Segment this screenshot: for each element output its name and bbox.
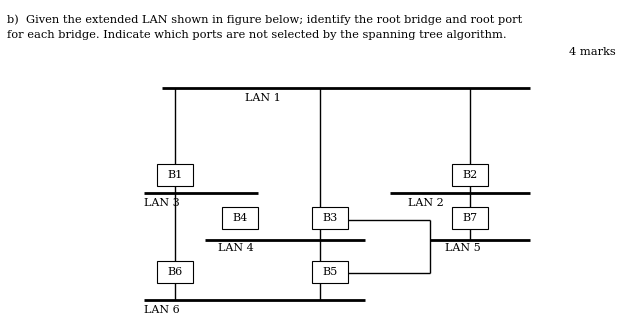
- Bar: [452, 164, 488, 186]
- Text: B2: B2: [462, 170, 478, 180]
- Bar: [157, 261, 193, 283]
- Text: LAN 3: LAN 3: [144, 198, 180, 208]
- Text: B3: B3: [322, 213, 338, 223]
- Text: B7: B7: [462, 213, 478, 223]
- Text: LAN 1: LAN 1: [245, 93, 281, 103]
- Bar: [222, 207, 258, 229]
- Bar: [157, 164, 193, 186]
- Text: b)  Given the extended LAN shown in figure below; identify the root bridge and r: b) Given the extended LAN shown in figur…: [7, 14, 522, 25]
- Text: B5: B5: [322, 267, 338, 277]
- Bar: [312, 261, 348, 283]
- Text: LAN 5: LAN 5: [445, 243, 481, 253]
- Text: B6: B6: [168, 267, 183, 277]
- Text: LAN 4: LAN 4: [218, 243, 254, 253]
- Bar: [452, 207, 488, 229]
- Text: for each bridge. Indicate which ports are not selected by the spanning tree algo: for each bridge. Indicate which ports ar…: [7, 30, 506, 40]
- Text: LAN 6: LAN 6: [144, 305, 180, 315]
- Text: LAN 2: LAN 2: [408, 198, 444, 208]
- Bar: [312, 207, 348, 229]
- Text: B4: B4: [232, 213, 247, 223]
- Text: B1: B1: [168, 170, 183, 180]
- Text: 4 marks: 4 marks: [569, 47, 616, 57]
